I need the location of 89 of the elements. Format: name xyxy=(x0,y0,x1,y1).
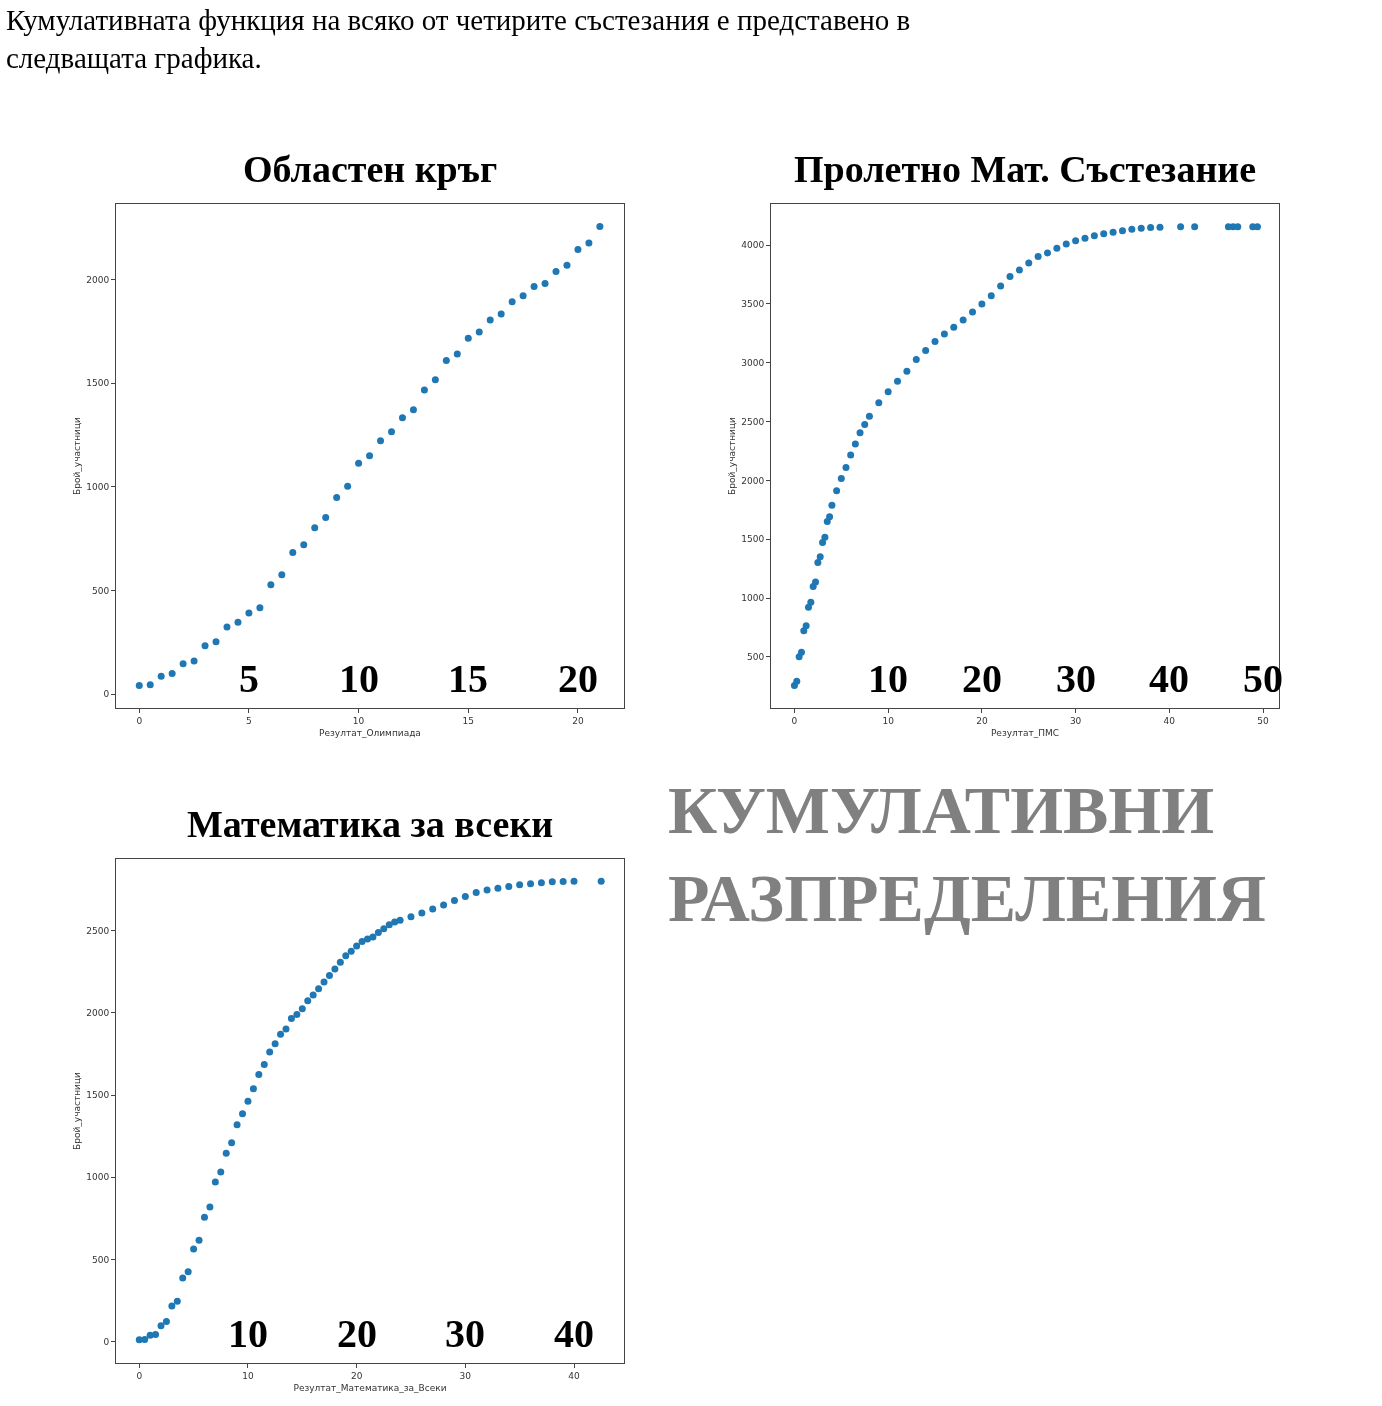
y-axis-title: Брой_участници xyxy=(71,1071,82,1150)
point xyxy=(201,642,209,650)
point xyxy=(388,428,395,436)
point xyxy=(508,298,516,306)
point xyxy=(322,513,330,521)
y-tick-label: 1500 xyxy=(86,378,110,389)
point xyxy=(398,414,406,422)
x-tick-label: 10 xyxy=(242,1370,254,1381)
point xyxy=(223,623,231,631)
x-tick-label: 10 xyxy=(882,715,895,726)
y-axis-title: Брой_участници xyxy=(71,416,82,495)
point xyxy=(541,279,549,287)
x-tick-label: 40 xyxy=(568,1370,580,1381)
point xyxy=(179,660,187,668)
chart-title: Областен кръг xyxy=(243,148,498,190)
point xyxy=(431,376,439,384)
point xyxy=(333,494,341,502)
y-tick-label: 1000 xyxy=(86,481,110,492)
y-tick-label: 2000 xyxy=(86,274,110,285)
point xyxy=(409,406,417,414)
x-tick-label: 10 xyxy=(352,715,365,726)
point xyxy=(311,524,319,532)
x-tick-label: 50 xyxy=(1257,715,1270,726)
point xyxy=(157,672,165,680)
y-tick-label: 3000 xyxy=(741,357,765,368)
x-tick-label: 20 xyxy=(350,1370,363,1381)
point xyxy=(453,350,461,358)
point xyxy=(596,223,604,231)
x-tick-label: 5 xyxy=(246,715,252,726)
y-tick-label: 1500 xyxy=(741,534,765,545)
chart-title: Пролетно Мат. Състезание xyxy=(794,148,1257,190)
chart-title: Математика за всеки xyxy=(187,803,554,845)
point xyxy=(344,482,352,490)
point xyxy=(377,437,385,445)
x-tick-label: 0 xyxy=(136,715,143,726)
y-axis-title: Брой_участници xyxy=(726,416,737,495)
point xyxy=(355,459,363,467)
y-tick-label: 2000 xyxy=(86,1008,110,1019)
point xyxy=(585,239,593,247)
y-tick-label: 4000 xyxy=(741,240,765,251)
x-tick-label: 15 xyxy=(462,715,474,726)
point xyxy=(278,571,286,579)
point xyxy=(234,618,242,626)
x-tick-label: 30 xyxy=(1069,715,1082,726)
y-tick-label: 2500 xyxy=(741,416,765,427)
y-tick-label: 1500 xyxy=(86,1090,110,1101)
y-tick-label: 3500 xyxy=(741,299,765,310)
x-tick-label: 40 xyxy=(1163,715,1176,726)
point xyxy=(146,681,154,689)
point xyxy=(190,657,198,665)
x-axis-title: Резултат_Математика_за_Всеки xyxy=(293,1382,447,1393)
y-tick-label: 2000 xyxy=(741,475,765,486)
y-tick-label: 500 xyxy=(747,651,765,662)
text: КУМУЛАТИВНИ РАЗПРЕДЕЛЕНИЯ xyxy=(668,772,1267,937)
point xyxy=(420,386,428,394)
point xyxy=(552,268,560,276)
x-tick-label: 0 xyxy=(791,715,798,726)
y-tick-label: 2500 xyxy=(86,925,110,936)
x-tick-label: 20 xyxy=(572,715,584,726)
point xyxy=(563,261,571,269)
x-axis-title: Резултат_ПМС xyxy=(990,727,1060,738)
point xyxy=(519,292,527,300)
point xyxy=(530,283,538,291)
x-tick-label: 0 xyxy=(136,1370,143,1381)
point xyxy=(245,609,253,617)
y-tick-label: 500 xyxy=(92,1254,110,1265)
point xyxy=(212,638,220,646)
y-tick-label: 500 xyxy=(92,585,110,596)
point xyxy=(366,452,374,460)
point xyxy=(497,310,505,318)
point xyxy=(442,357,450,365)
x-tick-label: 30 xyxy=(459,1370,472,1381)
point xyxy=(289,549,297,557)
y-tick-label: 0 xyxy=(103,1336,110,1347)
point xyxy=(256,604,264,612)
point xyxy=(574,245,582,253)
x-tick-label: 20 xyxy=(976,715,988,726)
point xyxy=(267,581,275,589)
x-axis-title: Резултат_Олимпиада xyxy=(319,727,421,738)
y-tick-label: 0 xyxy=(103,689,110,700)
y-tick-label: 1000 xyxy=(86,1172,110,1183)
point xyxy=(300,541,308,549)
point xyxy=(486,316,494,324)
point xyxy=(475,328,483,336)
y-tick-label: 1000 xyxy=(741,593,765,604)
text: Кумулативната функция на всяко от четирите състезания е представено в следващата графика. xyxy=(6,4,911,74)
point xyxy=(168,669,176,677)
point xyxy=(135,682,143,690)
point xyxy=(464,334,472,342)
